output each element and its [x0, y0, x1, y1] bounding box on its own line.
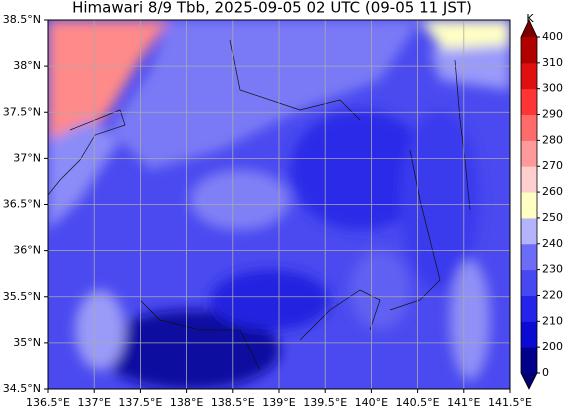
- longitude-label: 138.5°E: [211, 396, 255, 409]
- colorbar-segment: [521, 243, 537, 271]
- colorbar-label: 230: [542, 263, 563, 276]
- colorbar-label: 400: [542, 30, 563, 43]
- colorbar-label: 200: [542, 340, 563, 353]
- longitude-label: 136.5°E: [26, 396, 70, 409]
- latitude-label: 34.5°N: [3, 382, 41, 395]
- map-title: Himawari 8/9 Tbb, 2025-09-05 02 UTC (09-…: [72, 0, 472, 17]
- colorbar-label: 280: [542, 133, 563, 146]
- longitude-label: 140°E: [355, 396, 388, 409]
- colorbar-segment: [521, 321, 537, 348]
- colorbar-label: 0: [542, 366, 549, 379]
- colorbar-segment: [521, 217, 537, 245]
- colorbar-segment: [521, 62, 537, 90]
- longitude-label: 140.5°E: [396, 396, 440, 409]
- colorbar-label: 260: [542, 185, 563, 198]
- colorbar-label: 240: [542, 237, 563, 250]
- latitude-label: 38.5°N: [3, 13, 41, 26]
- colorbar-segment: [521, 295, 537, 322]
- longitude-label: 137.5°E: [118, 396, 162, 409]
- longitude-label: 139°E: [262, 396, 295, 409]
- colorbar-over: [521, 20, 537, 37]
- colorbar-segment: [521, 269, 537, 296]
- colorbar-unit: K: [526, 12, 534, 25]
- colorbar-label: 250: [542, 211, 563, 224]
- colorbar: 0 200 210 220 230 240 250 260 270 280 290 300 310 400: [520, 19, 563, 390]
- colorbar-segment: [521, 192, 537, 219]
- latitude-label: 37.5°N: [3, 105, 41, 118]
- colorbar-segment: [521, 88, 537, 116]
- colorbar-label: 220: [542, 288, 563, 301]
- colorbar-under: [521, 373, 537, 389]
- colorbar-segment: [521, 140, 537, 167]
- satellite-image: [48, 20, 510, 389]
- colorbar-segment: [521, 166, 537, 193]
- colorbar-label: 290: [542, 108, 563, 121]
- longitude-label: 138°E: [170, 396, 203, 409]
- longitude-label: 137°E: [77, 396, 110, 409]
- colorbar-label: 300: [542, 82, 563, 95]
- coastline: [48, 39, 471, 371]
- latitude-label: 37°N: [13, 151, 41, 164]
- colorbar-segment: [521, 347, 537, 374]
- latitude-label: 36.5°N: [3, 198, 41, 211]
- colorbar-label: 310: [542, 56, 563, 69]
- latitude-label: 35.5°N: [3, 290, 41, 303]
- colorbar-label: 270: [542, 159, 563, 172]
- colorbar-segment: [521, 37, 537, 64]
- latitude-label: 36°N: [13, 244, 41, 257]
- longitude-label: 141.5°E: [488, 396, 532, 409]
- latitude-label: 38°N: [13, 59, 41, 72]
- colorbar-label: 210: [542, 314, 563, 327]
- longitude-label: 139.5°E: [303, 396, 347, 409]
- longitude-label: 141°E: [447, 396, 480, 409]
- colorbar-segment: [521, 114, 537, 141]
- latitude-label: 35°N: [13, 336, 41, 349]
